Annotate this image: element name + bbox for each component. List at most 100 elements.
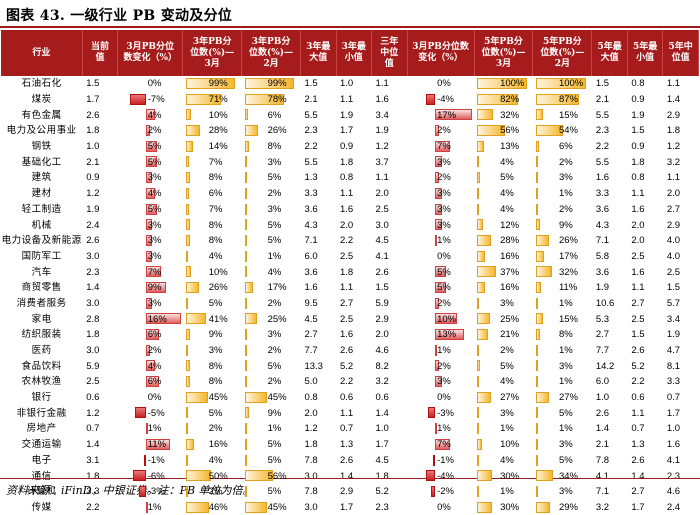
value-cell: 2.5 <box>666 266 681 278</box>
table-row: 机械 2.4 3% 8% 5% 4.3 2.0 3.0 3% 12% 9% 4.3 2.0 2.9 <box>1 217 699 233</box>
positive-change-bar <box>145 281 166 293</box>
table-body: 石油石化 1.5 0% 99% 99% 1.5 1.0 1.1 0% 100% 100% 1.5 0.8… <box>1 76 699 515</box>
value-cell: 1.1 <box>631 282 645 294</box>
change-cell: 1% <box>118 500 183 515</box>
value-cell: 1.1 <box>340 188 354 200</box>
percentile-bar <box>185 234 190 246</box>
percentile-cell: 5% <box>183 405 242 421</box>
footer-rule <box>0 478 700 479</box>
percentile-cell: 82% <box>474 92 533 108</box>
change-value: 1% <box>147 501 162 513</box>
change-cell: 2% <box>407 296 474 312</box>
percentile-bar <box>535 313 544 325</box>
change-cell: 4% <box>118 186 183 202</box>
percentile-cell: 5% <box>242 170 301 186</box>
industry-cell: 基础化工 <box>21 156 62 168</box>
value-cell: 7.8 <box>304 454 318 466</box>
percentile-cell: 1% <box>242 249 301 265</box>
value-cell: 1.9 <box>666 329 681 341</box>
percentile-cell: 2% <box>533 202 592 218</box>
percentile-cell: 1% <box>533 421 592 437</box>
percentile-cell: 2% <box>242 186 301 202</box>
percentile-value: 1% <box>500 423 514 435</box>
table-header-row: 行业 当前值 3月PB分位 数变化（%） 3年PB分 位数(%)— 3月 3年PB分 位数(%)… <box>1 30 699 76</box>
percentile-value: 17% <box>558 250 578 262</box>
value-cell: 3.7 <box>375 156 389 168</box>
change-cell: 16% <box>118 311 183 327</box>
percentile-value: 4% <box>500 156 514 168</box>
value-cell: 0.7 <box>631 423 645 435</box>
change-cell: 0% <box>407 500 474 515</box>
percentile-bar <box>185 485 188 497</box>
value-cell: 2.7 <box>631 486 645 498</box>
percentile-value: 1% <box>558 188 573 200</box>
header-cell: 三年 中位值 <box>371 30 408 76</box>
percentile-bar <box>244 78 295 89</box>
negative-change-bar <box>143 454 146 466</box>
value-cell: 1.7 <box>666 407 681 419</box>
change-cell: 1% <box>407 343 474 359</box>
change-cell: 5% <box>118 202 183 218</box>
percentile-cell: 2% <box>183 421 242 437</box>
percentile-cell: 32% <box>474 107 533 123</box>
percentile-cell: 26% <box>183 280 242 296</box>
value-cell: 0.9 <box>340 141 354 153</box>
value-cell: 1.1 <box>375 78 389 90</box>
percentile-value: 71% <box>208 94 228 106</box>
percentile-cell: 5% <box>242 484 301 500</box>
percentile-value: 8% <box>208 376 223 388</box>
percentile-cell: 26% <box>242 123 301 139</box>
percentile-value: 27% <box>500 392 520 404</box>
percentile-cell: 9% <box>533 217 592 233</box>
percentile-value: 32% <box>558 266 578 278</box>
table-row: 通信 1.8 -6% 50% 56% 3.0 1.4 1.8 -4% 30% 34% 4.1 1.4 2.… <box>1 468 699 484</box>
percentile-value: 3% <box>500 297 514 309</box>
value-cell: 0.6 <box>86 392 100 404</box>
percentile-bar <box>477 344 480 356</box>
percentile-cell: 9% <box>183 327 242 343</box>
positive-change-bar <box>145 423 148 435</box>
percentile-value: 25% <box>267 313 287 325</box>
percentile-value: 4% <box>267 266 282 278</box>
industry-cell: 通信 <box>31 470 52 482</box>
table-row: 国防军工 3.0 3% 4% 1% 6.0 2.5 4.1 0% 16% 17% 5.8 2.5 4.0 <box>1 249 699 265</box>
value-cell: 4.7 <box>666 345 681 357</box>
industry-cell: 消费者服务 <box>16 297 67 309</box>
percentile-cell: 56% <box>474 123 533 139</box>
percentile-bar <box>185 454 188 466</box>
change-cell: 7% <box>407 139 474 155</box>
percentile-cell: 3% <box>533 170 592 186</box>
value-cell: 0.9 <box>631 94 645 106</box>
value-cell: 1.0 <box>666 423 681 435</box>
change-value: 2% <box>437 360 451 372</box>
percentile-value: 5% <box>558 454 573 466</box>
percentile-cell: 28% <box>183 123 242 139</box>
value-cell: 4.5 <box>375 454 389 466</box>
table-row: 纺织服装 1.8 6% 9% 3% 2.7 1.6 2.0 13% 21% 8% 2.7 1.5 1.9 <box>1 327 699 343</box>
value-cell: 1.2 <box>375 141 389 153</box>
percentile-cell: 2% <box>474 343 533 359</box>
percentile-cell: 87% <box>533 92 592 108</box>
value-cell: 2.6 <box>375 266 389 278</box>
percentile-cell: 45% <box>242 500 301 515</box>
industry-cell: 交通运输 <box>21 439 62 451</box>
change-cell: -3% <box>407 405 474 421</box>
value-cell: 2.9 <box>340 486 354 498</box>
percentile-cell: 54% <box>533 123 592 139</box>
value-cell: 5.2 <box>375 486 389 498</box>
change-value: 3% <box>147 297 162 309</box>
value-cell: 1.1 <box>340 282 354 294</box>
percentile-bar <box>535 423 538 435</box>
percentile-value: 10% <box>208 266 228 278</box>
change-cell: 7% <box>118 264 183 280</box>
percentile-bar <box>477 250 486 262</box>
value-cell: 1.5 <box>666 282 681 294</box>
value-cell: 1.5 <box>86 78 100 90</box>
value-cell: 1.9 <box>595 282 610 294</box>
percentile-value: 3% <box>267 203 282 215</box>
change-value: 1% <box>147 423 162 435</box>
value-cell: 2.3 <box>304 125 318 137</box>
industry-cell: 农林牧渔 <box>21 376 62 388</box>
value-cell: 1.2 <box>666 141 681 153</box>
percentile-bar <box>244 344 247 356</box>
